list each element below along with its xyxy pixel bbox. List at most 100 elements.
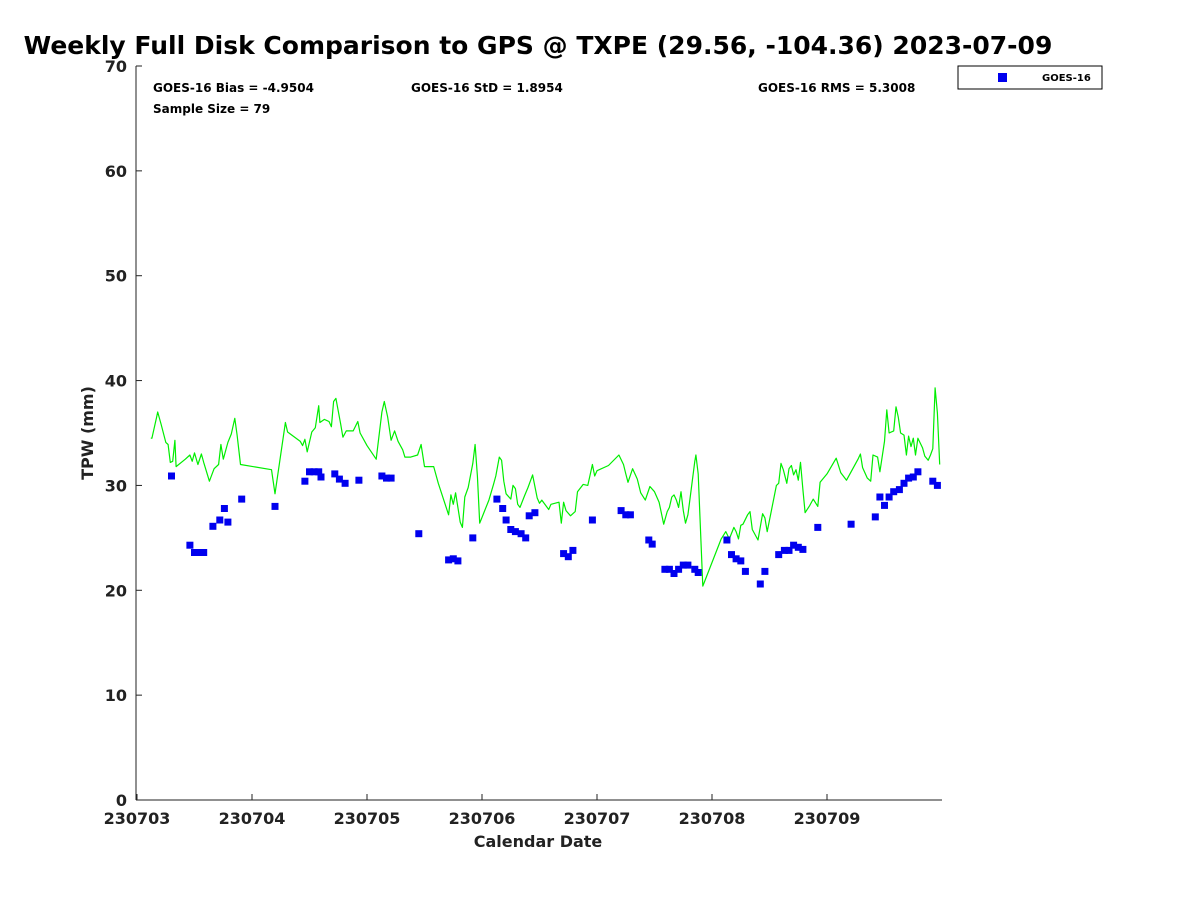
goes16-point — [317, 473, 325, 481]
goes16-point — [645, 536, 653, 544]
legend-box — [957, 65, 1103, 90]
x-tick-label: 230707 — [564, 809, 631, 828]
goes16-point — [626, 511, 634, 519]
goes16-point — [331, 470, 339, 478]
stat-std: GOES-16 StD = 1.8954 — [411, 81, 563, 95]
goes16-points-layer — [168, 468, 941, 588]
goes16-point — [469, 534, 477, 542]
legend-marker-goes16 — [998, 73, 1007, 82]
goes16-point — [929, 477, 937, 485]
goes16-point — [737, 557, 745, 565]
goes16-point — [271, 502, 279, 510]
goes16-point — [661, 565, 669, 573]
goes16-point — [522, 534, 530, 542]
goes16-point — [675, 565, 683, 573]
x-tick-label: 230704 — [219, 809, 286, 828]
x-tick-label: 230708 — [679, 809, 746, 828]
stat-bias: GOES-16 Bias = -4.9504 — [153, 81, 314, 95]
goes16-point — [209, 522, 217, 530]
goes16-point — [914, 468, 922, 476]
goes16-point — [301, 477, 309, 485]
goes16-point — [799, 545, 807, 553]
goes16-point — [387, 474, 395, 482]
goes16-point — [775, 551, 783, 559]
goes16-point — [415, 530, 423, 538]
gps-line-layer — [150, 387, 941, 587]
gps-tpw-line — [150, 387, 941, 587]
y-tick-label: 70 — [105, 57, 127, 76]
goes16-point — [168, 472, 175, 480]
goes16-point — [617, 507, 625, 515]
y-axis-label: TPW (mm) — [78, 386, 97, 480]
goes16-point — [900, 479, 908, 487]
goes16-point — [761, 567, 769, 575]
goes16-point — [871, 513, 879, 521]
goes16-point — [648, 540, 656, 548]
y-tick-label: 30 — [105, 476, 127, 495]
goes16-point — [588, 516, 596, 524]
goes16-point — [315, 468, 323, 476]
goes16-point — [564, 553, 572, 561]
goes16-point — [517, 530, 525, 538]
goes16-point — [310, 468, 318, 476]
goes16-point — [881, 501, 888, 509]
goes16-point — [499, 505, 507, 512]
y-tick-label: 20 — [105, 581, 127, 600]
goes16-point — [794, 543, 802, 551]
goes16-point — [378, 472, 386, 480]
goes16-point — [741, 567, 749, 575]
goes16-point — [895, 486, 903, 494]
plot-area — [135, 66, 942, 801]
y-ticks: 0 10 20 30 40 50 60 70 — [105, 57, 142, 810]
stat-rms: GOES-16 RMS = 5.3008 — [758, 81, 915, 95]
goes16-point — [885, 493, 893, 501]
goes16-point — [224, 518, 232, 526]
goes16-point — [780, 546, 788, 554]
goes16-point — [449, 555, 457, 563]
goes16-point — [560, 550, 568, 558]
goes16-point — [569, 546, 577, 554]
goes16-point — [383, 474, 390, 482]
y-tick-label: 40 — [105, 372, 127, 391]
y-tick-label: 50 — [105, 267, 127, 286]
goes16-point — [756, 580, 764, 588]
chart-title: Weekly Full Disk Comparison to GPS @ TXP… — [24, 31, 1053, 60]
goes16-point — [511, 528, 519, 536]
y-tick-label: 10 — [105, 686, 127, 705]
goes16-point — [679, 561, 687, 569]
goes16-point — [728, 551, 735, 559]
goes16-point — [335, 475, 343, 483]
goes16-point — [622, 511, 630, 519]
goes16-point — [847, 520, 855, 528]
goes16-point — [665, 565, 673, 573]
x-tick-label: 230709 — [794, 809, 861, 828]
goes16-point — [195, 549, 203, 556]
goes16-point — [216, 516, 224, 524]
goes16-point — [507, 526, 515, 533]
goes16-point — [723, 536, 731, 544]
x-tick-label: 230705 — [334, 809, 401, 828]
x-ticks: 230703 230704 230705 230706 230707 230708 2307… — [104, 794, 861, 828]
goes16-point — [200, 549, 208, 556]
goes16-point — [445, 556, 453, 564]
goes16-point — [933, 481, 941, 489]
goes16-point — [684, 561, 692, 569]
goes16-point — [790, 541, 798, 549]
y-tick-label: 0 — [116, 791, 127, 810]
goes16-point — [191, 549, 198, 556]
goes16-point — [785, 546, 793, 554]
stat-sample-size: Sample Size = 79 — [153, 102, 270, 116]
y-tick-label: 60 — [105, 162, 127, 181]
goes16-point — [493, 495, 501, 503]
goes16-point — [306, 468, 313, 476]
goes16-point — [525, 512, 533, 520]
goes16-point — [355, 476, 363, 484]
x-tick-label: 230706 — [449, 809, 516, 828]
goes16-point — [909, 473, 917, 481]
goes16-point — [905, 474, 913, 482]
goes16-point — [454, 557, 462, 565]
x-tick-label: 230703 — [104, 809, 171, 828]
goes16-point — [670, 570, 678, 577]
x-axis-label: Calendar Date — [474, 832, 603, 851]
